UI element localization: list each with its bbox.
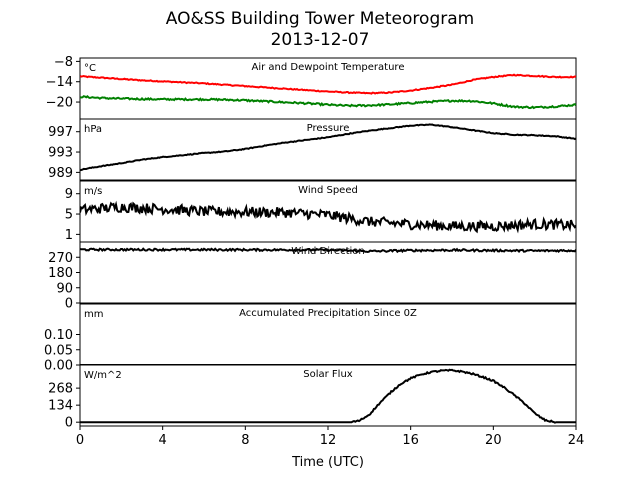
panel-4: 0.100.050.00 mm Accumulated Precipitation … bbox=[44, 303, 577, 374]
y-tick-label: 268 bbox=[48, 382, 73, 397]
y-tick-label: 134 bbox=[48, 399, 73, 414]
x-tick-label: 12 bbox=[320, 433, 337, 448]
x-tick-label: 20 bbox=[485, 433, 502, 448]
panel-frame bbox=[79, 118, 577, 181]
x-tick-label: 0 bbox=[76, 433, 84, 448]
panel-unit-label: m/s bbox=[84, 186, 102, 197]
panel-unit-label: mm bbox=[84, 309, 103, 320]
panel-unit-label: W/m^2 bbox=[84, 370, 122, 381]
panel-0: −8 −14 −20 °C Air and Dewpoint Temperature bbox=[46, 55, 577, 120]
y-tick-label: 0 bbox=[65, 297, 73, 312]
panel-title: Accumulated Precipitation Since 0Z bbox=[239, 308, 417, 319]
y-tick-label: 997 bbox=[48, 125, 73, 140]
panel-title: Solar Flux bbox=[303, 369, 353, 380]
panel-title: Wind Speed bbox=[298, 185, 358, 196]
series-line-5-0 bbox=[80, 368, 576, 424]
y-tick-label: 0.10 bbox=[44, 328, 73, 343]
panel-title: Air and Dewpoint Temperature bbox=[252, 62, 405, 73]
x-tick-label: 24 bbox=[568, 433, 585, 448]
panel-title: Pressure bbox=[307, 123, 350, 134]
y-tick-label: 180 bbox=[48, 266, 73, 281]
x-tick-label: 4 bbox=[159, 433, 167, 448]
panel-2: 9 5 1 m/s Wind Speed bbox=[65, 180, 577, 243]
y-tick-label: −8 bbox=[54, 55, 73, 70]
y-tick-label: 993 bbox=[48, 146, 73, 161]
x-axis: 0 4 8 12 16 20 24 bbox=[76, 426, 584, 448]
y-tick-label: −14 bbox=[46, 75, 73, 90]
panel-unit-label: hPa bbox=[84, 124, 102, 135]
y-tick-label: −20 bbox=[46, 96, 73, 111]
figure-date: 2013-12-07 bbox=[271, 30, 370, 50]
x-tick-label: 8 bbox=[241, 433, 249, 448]
series-line-0-0 bbox=[80, 73, 576, 95]
y-tick-label: 0 bbox=[65, 416, 73, 431]
y-tick-label: 1 bbox=[65, 228, 73, 243]
x-axis-label: Time (UTC) bbox=[291, 455, 364, 470]
y-tick-label: 270 bbox=[48, 251, 73, 266]
series-line-3-0 bbox=[80, 247, 576, 254]
panel-unit-label: °C bbox=[84, 63, 96, 74]
y-tick-label: 5 bbox=[65, 208, 73, 223]
panel-title: Wind Direction bbox=[291, 246, 365, 257]
panel-1: 997 993 989 hPa Pressure bbox=[48, 118, 577, 181]
series-line-1-0 bbox=[80, 123, 576, 172]
y-tick-label: 90 bbox=[56, 281, 73, 296]
y-tick-label: 0.00 bbox=[44, 359, 73, 374]
y-tick-label: 0.05 bbox=[44, 343, 73, 358]
figure-title: AO&SS Building Tower Meteorogram bbox=[166, 9, 474, 29]
y-tick-label: 9 bbox=[65, 187, 73, 202]
y-tick-label: 989 bbox=[48, 166, 73, 181]
panels: −8−14−20°C Air and Dewpoint Temperature99… bbox=[44, 55, 577, 431]
x-tick-label: 16 bbox=[402, 433, 419, 448]
panel-5: 268 134 0 W/m^2 Solar Flux bbox=[48, 364, 577, 431]
series-line-0-1 bbox=[80, 94, 576, 110]
series-line-2-0 bbox=[80, 200, 576, 234]
